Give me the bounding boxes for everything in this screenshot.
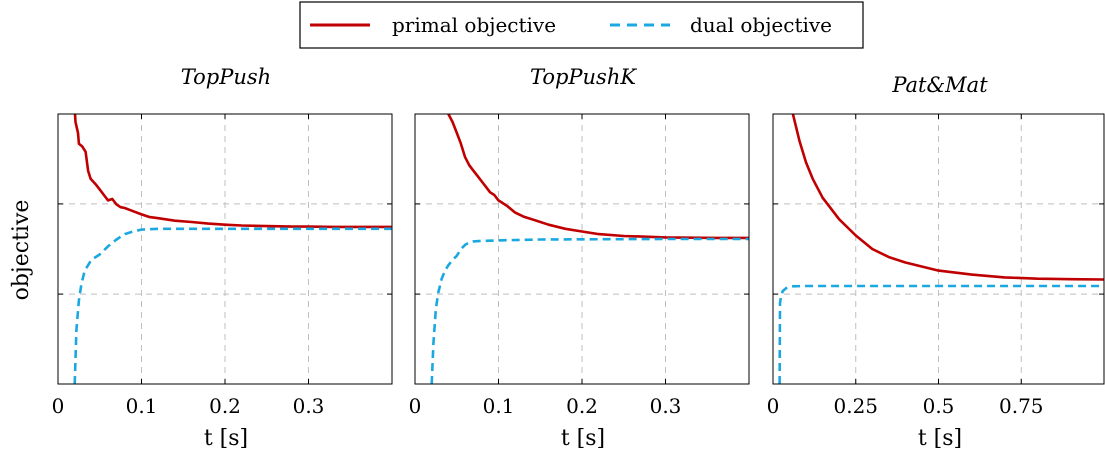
panel-title: TopPush <box>181 65 271 89</box>
dual-objective-line <box>73 227 392 384</box>
x-tick-label: 0.1 <box>483 394 515 418</box>
primal-objective-line <box>447 114 749 240</box>
legend: primal objective dual objective <box>299 1 864 49</box>
x-tick-label: 0.5 <box>923 394 955 418</box>
x-tick-label: 0.1 <box>126 394 158 418</box>
x-axis-label: t [s] <box>561 426 605 451</box>
x-tick-label: 0.2 <box>209 394 241 418</box>
legend-box <box>299 1 864 49</box>
panel-toppushk: TopPushK 0 0.1 0.2 0.3 t [s] <box>409 65 750 451</box>
x-tick-label: 0 <box>52 394 65 418</box>
x-tick-label: 0.3 <box>293 394 325 418</box>
panel-toppush: TopPush 0 0.1 0.2 0.3 t [s] <box>52 65 393 451</box>
panel-title: TopPushK <box>530 65 637 89</box>
panel-patmat: Pat&Mat 0 0.25 0.5 0.75 t [s] <box>767 73 1105 451</box>
x-tick-label: 0.25 <box>833 394 878 418</box>
legend-dual-label: dual objective <box>690 13 832 37</box>
x-tick-label: 0.75 <box>999 394 1044 418</box>
dual-objective-line <box>778 284 1104 384</box>
primal-objective-line <box>791 114 1104 281</box>
x-axis-label: t [s] <box>918 426 962 451</box>
x-tick-label: 0.3 <box>650 394 682 418</box>
dual-objective-line <box>430 237 749 384</box>
panel-title: Pat&Mat <box>891 73 988 97</box>
x-axis-label: t [s] <box>204 426 248 451</box>
x-tick-label: 0 <box>409 394 422 418</box>
y-axis-label: objective <box>9 200 34 301</box>
legend-primal-label: primal objective <box>392 13 556 37</box>
primal-objective-line <box>73 114 392 229</box>
x-tick-label: 0.2 <box>566 394 598 418</box>
x-tick-label: 0 <box>767 394 780 418</box>
